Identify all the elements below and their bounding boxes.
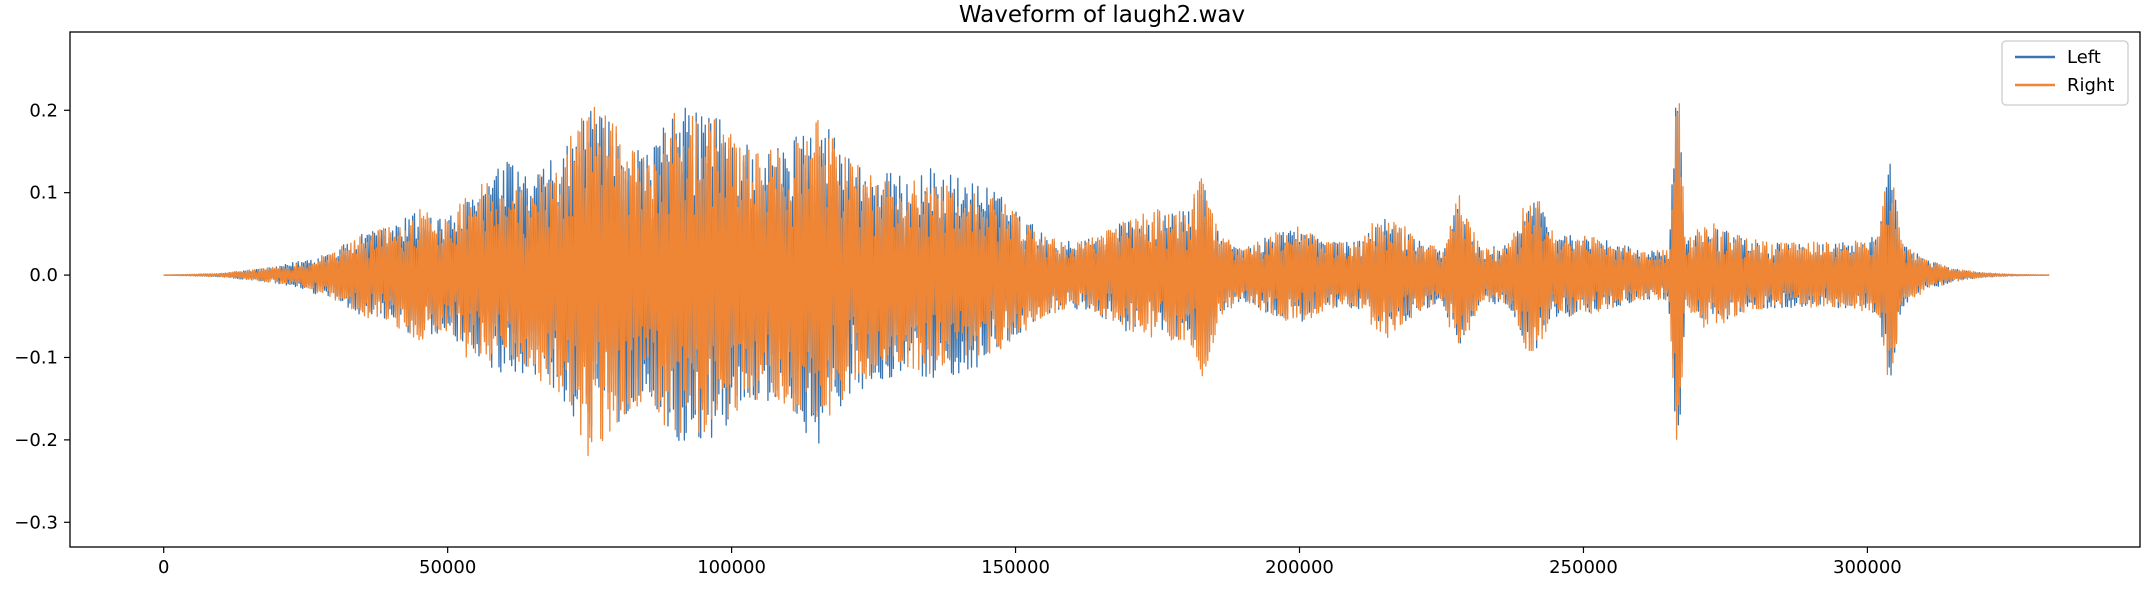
- x-tick-label: 50000: [419, 557, 476, 578]
- legend-label-right: Right: [2067, 75, 2114, 96]
- plot-frame: [69, 31, 2141, 548]
- y-tick-label: 0.1: [29, 183, 58, 204]
- x-tick-label: 100000: [697, 557, 766, 578]
- plot-area: [163, 103, 2050, 457]
- x-tick-label: 150000: [981, 557, 1050, 578]
- y-tick-label: −0.3: [14, 512, 58, 533]
- x-tick-label: 250000: [1549, 557, 1618, 578]
- series-line-right: [163, 103, 2050, 457]
- y-tick-label: 0.0: [29, 265, 58, 286]
- y-tick-label: −0.1: [14, 347, 58, 368]
- y-axis: 0.2 0.1 0.0 −0.1 −0.2 −0.3: [14, 100, 70, 533]
- x-axis: 0 50000 100000 150000 200000 250000 300000: [158, 547, 1902, 578]
- series-layer: [163, 103, 2050, 457]
- x-tick-label: 300000: [1833, 557, 1902, 578]
- x-tick-label: 200000: [1265, 557, 1334, 578]
- legend: Left Right: [2001, 40, 2129, 106]
- legend-label-left: Left: [2067, 47, 2101, 68]
- x-tick-label: 0: [158, 557, 169, 578]
- y-tick-label: −0.2: [14, 430, 58, 451]
- chart-title: Waveform of laugh2.wav: [959, 2, 1245, 28]
- y-tick-label: 0.2: [29, 100, 58, 121]
